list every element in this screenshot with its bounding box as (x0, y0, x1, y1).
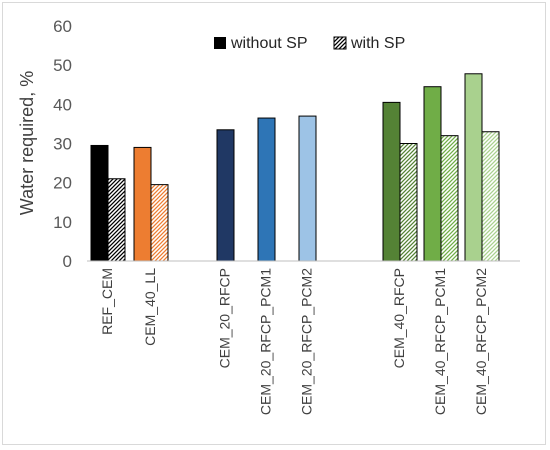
y-tick-label: 0 (63, 252, 72, 271)
bar-with-sp-cem-40-ll (150, 184, 169, 262)
legend-swatch-without-sp (214, 37, 226, 49)
bar-with-sp-cem-40-rfcp-pcm2 (481, 131, 500, 262)
x-tick-label: CEM_40_RFCP_PCM1 (432, 268, 448, 415)
x-tick-label: CEM_20_RFCP (217, 268, 233, 368)
y-axis-title: Water required, % (17, 71, 37, 215)
bar-with-sp-ref-cem (107, 178, 126, 262)
legend-swatch-with-sp (333, 36, 347, 50)
y-tick-label: 40 (53, 95, 72, 114)
x-tick-label: CEM_40_RFCP_PCM2 (473, 268, 489, 415)
bar-without-sp-ref-cem (90, 144, 109, 262)
y-tick-label: 30 (53, 135, 72, 154)
y-tick-label: 10 (53, 213, 72, 232)
bar-without-sp-cem-40-ll (133, 146, 152, 262)
y-tick-label: 50 (53, 56, 72, 75)
legend: without SP with SP (214, 35, 405, 52)
bar-with-sp-cem-40-rfcp (399, 143, 418, 262)
bar-without-sp-cem-20-rfcp-pcm1 (257, 117, 276, 262)
bar-without-sp-cem-40-rfcp (382, 101, 401, 262)
bar-without-sp-cem-20-rfcp-pcm2 (298, 115, 317, 262)
x-tick-label: CEM_40_RFCP (391, 268, 407, 368)
bar-without-sp-cem-40-rfcp-pcm2 (464, 73, 483, 262)
bar-without-sp-cem-20-rfcp (216, 129, 235, 262)
y-tick-label: 20 (53, 174, 72, 193)
legend-label-with-sp: with SP (350, 35, 405, 52)
legend-label-without-sp: without SP (230, 35, 307, 52)
bar-with-sp-cem-40-rfcp-pcm1 (440, 135, 459, 262)
x-tick-label: CEM_40_LL (142, 268, 158, 346)
x-tick-label: REF_CEM (99, 268, 115, 335)
y-tick-label: 60 (53, 17, 72, 36)
x-tick-label: CEM_20_RFCP_PCM1 (258, 268, 274, 415)
bar-without-sp-cem-40-rfcp-pcm1 (423, 86, 442, 262)
x-tick-label: CEM_20_RFCP_PCM2 (299, 268, 315, 415)
